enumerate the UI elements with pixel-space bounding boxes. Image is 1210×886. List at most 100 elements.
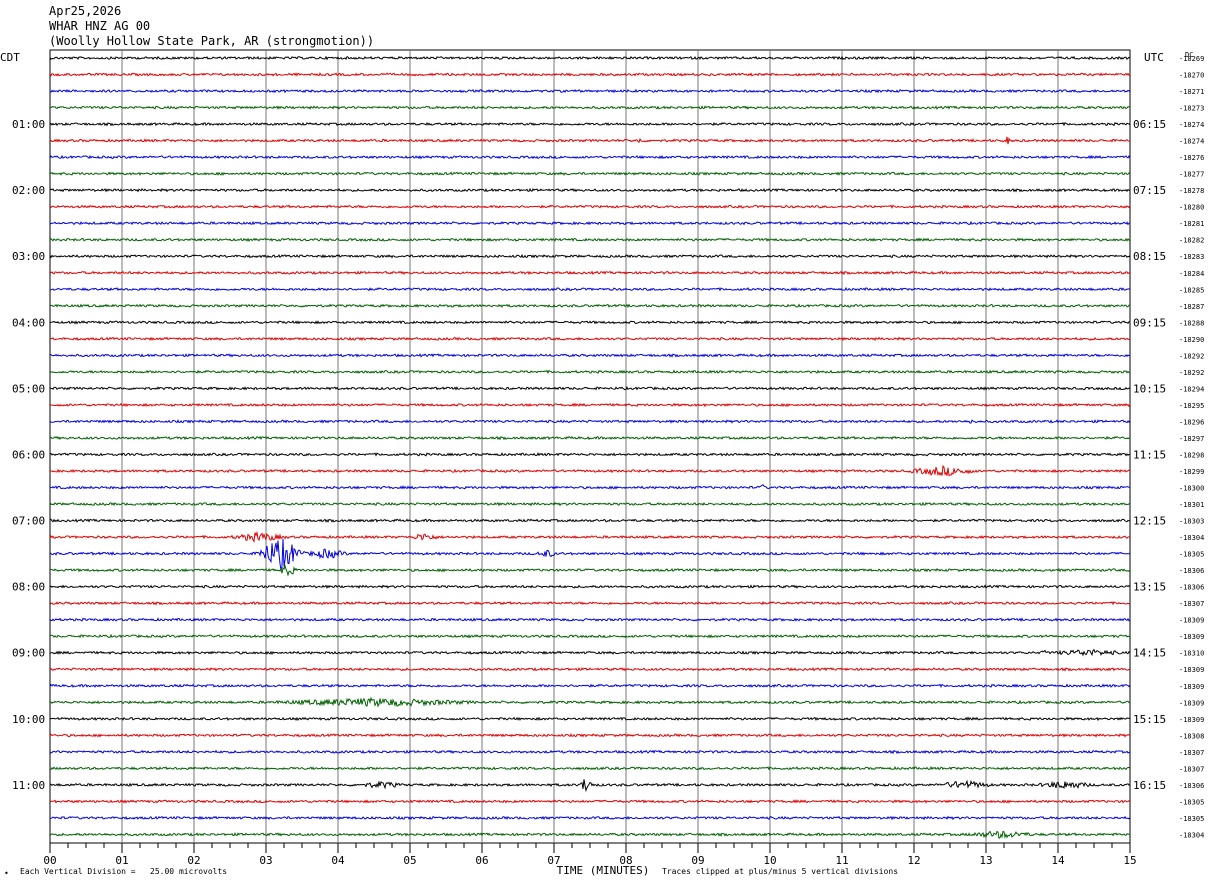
- seismic-trace-46: [49, 815, 1131, 821]
- seismic-trace-6: [49, 154, 1131, 160]
- dc-offset-label: -18306: [1179, 567, 1204, 575]
- dc-offset-label: -18304: [1179, 831, 1204, 839]
- dc-offset-label: -18305: [1179, 798, 1204, 806]
- plot-date: Apr25,2026: [49, 4, 122, 18]
- seismic-trace-7: [50, 171, 1131, 176]
- seismic-trace-43: [49, 765, 1131, 771]
- dc-offset-label: -18300: [1179, 485, 1204, 493]
- seismic-trace-12: [49, 253, 1131, 259]
- footer-scale-marker: •: [4, 869, 9, 878]
- dc-offset-label: -18307: [1179, 600, 1204, 608]
- dc-offset-label: -18274: [1179, 121, 1204, 129]
- left-hour-label: 08:00: [12, 581, 45, 594]
- seismic-trace-20: [49, 385, 1131, 391]
- seismic-trace-37: [49, 666, 1131, 672]
- footer-scale-note: Each Vertical Division = 25.00 microvolt…: [20, 867, 228, 876]
- dc-offset-label: -18281: [1179, 220, 1204, 228]
- left-hour-label: 03:00: [12, 250, 45, 263]
- left-hour-label: 05:00: [12, 382, 45, 395]
- seismic-trace-22: [49, 419, 1131, 424]
- seismic-trace-41: [49, 733, 1131, 738]
- dc-offset-label: -18307: [1179, 765, 1204, 773]
- left-hour-label: 02:00: [12, 184, 45, 197]
- seismic-trace-11: [49, 237, 1131, 242]
- seismic-trace-36: [49, 648, 1131, 657]
- dc-offset-label: -18285: [1179, 286, 1204, 294]
- right-hour-label: 11:15: [1133, 448, 1166, 461]
- seismic-trace-45: [49, 798, 1131, 804]
- dc-header-label: DC: [1185, 51, 1193, 59]
- left-timezone-label: CDT: [0, 51, 20, 64]
- seismic-trace-28: [49, 518, 1131, 523]
- x-tick-label: 07: [547, 854, 560, 867]
- dc-offset-label: -18306: [1179, 584, 1204, 592]
- dc-offset-label: -18309: [1179, 683, 1204, 691]
- seismic-trace-4: [49, 121, 1131, 127]
- dc-offset-label: -18309: [1179, 716, 1204, 724]
- left-hour-label: 07:00: [12, 515, 45, 528]
- station-channel: WHAR HNZ AG 00: [49, 19, 151, 33]
- dc-offset-label: -18295: [1179, 402, 1204, 410]
- seismic-trace-14: [49, 286, 1131, 292]
- right-hour-label: 07:15: [1133, 184, 1166, 197]
- dc-offset-label: -18290: [1179, 336, 1204, 344]
- seismic-trace-39: [49, 696, 1131, 708]
- dc-offset-label: -18309: [1179, 699, 1204, 707]
- dc-offset-label: -18309: [1179, 666, 1204, 674]
- x-tick-label: 14: [1051, 854, 1065, 867]
- right-hour-label: 10:15: [1133, 382, 1166, 395]
- seismic-trace-30: [49, 538, 1131, 571]
- dc-offset-label: -18305: [1179, 551, 1204, 559]
- dc-offset-label: -18288: [1179, 319, 1204, 327]
- left-hour-label: 10:00: [12, 713, 45, 726]
- x-tick-label: 08: [619, 854, 632, 867]
- right-hour-label: 13:15: [1133, 581, 1166, 594]
- footer-clip-note: Traces clipped at plus/minus 5 vertical …: [662, 867, 899, 876]
- dc-offset-label: -18274: [1179, 138, 1204, 146]
- seismic-trace-40: [49, 716, 1131, 722]
- seismic-trace-18: [50, 353, 1131, 358]
- dc-offset-label: -18273: [1179, 105, 1204, 113]
- dc-offset-label: -18301: [1179, 501, 1204, 509]
- seismic-trace-21: [49, 402, 1131, 408]
- x-tick-label: 06: [475, 854, 488, 867]
- left-hour-label: 06:00: [12, 448, 45, 461]
- seismic-trace-19: [49, 369, 1131, 375]
- x-tick-label: 10: [763, 854, 776, 867]
- seismic-trace-17: [49, 336, 1131, 342]
- seismic-trace-33: [49, 601, 1131, 606]
- left-hour-label: 09:00: [12, 647, 45, 660]
- dc-offset-label: -18303: [1179, 518, 1204, 526]
- seismic-trace-47: [49, 830, 1131, 840]
- dc-offset-label: -18297: [1179, 435, 1204, 443]
- dc-offset-label: -18292: [1179, 369, 1204, 377]
- right-hour-label: 16:15: [1133, 779, 1166, 792]
- seismic-trace-3: [49, 105, 1131, 110]
- dc-offset-label: -18269: [1179, 55, 1204, 63]
- right-hour-label: 12:15: [1133, 515, 1166, 528]
- dc-offset-label: -18280: [1179, 204, 1204, 212]
- dc-offset-label: -18308: [1179, 732, 1204, 740]
- seismic-trace-38: [49, 683, 1131, 689]
- x-axis-title: TIME (MINUTES): [557, 864, 650, 877]
- dc-offset-label: -18305: [1179, 815, 1204, 823]
- dc-offset-label: -18309: [1179, 617, 1204, 625]
- seismic-trace-9: [49, 204, 1131, 209]
- dc-offset-label: -18278: [1179, 187, 1204, 195]
- seismic-trace-27: [49, 501, 1131, 507]
- x-tick-label: 05: [403, 854, 416, 867]
- dc-offset-label: -18271: [1179, 88, 1204, 96]
- left-hour-label: 11:00: [12, 779, 45, 792]
- seismic-trace-13: [49, 270, 1131, 276]
- right-hour-label: 06:15: [1133, 118, 1166, 131]
- dc-offset-label: -18294: [1179, 385, 1204, 393]
- dc-offset-label: -18283: [1179, 253, 1204, 261]
- right-hour-label: 09:15: [1133, 316, 1166, 329]
- plot-frame: [49, 49, 1131, 844]
- seismic-trace-29: [49, 530, 1131, 544]
- dc-offset-label: -18309: [1179, 633, 1204, 641]
- x-tick-label: 00: [43, 854, 56, 867]
- dc-offset-label: -18310: [1179, 650, 1204, 658]
- x-tick-label: 04: [331, 854, 345, 867]
